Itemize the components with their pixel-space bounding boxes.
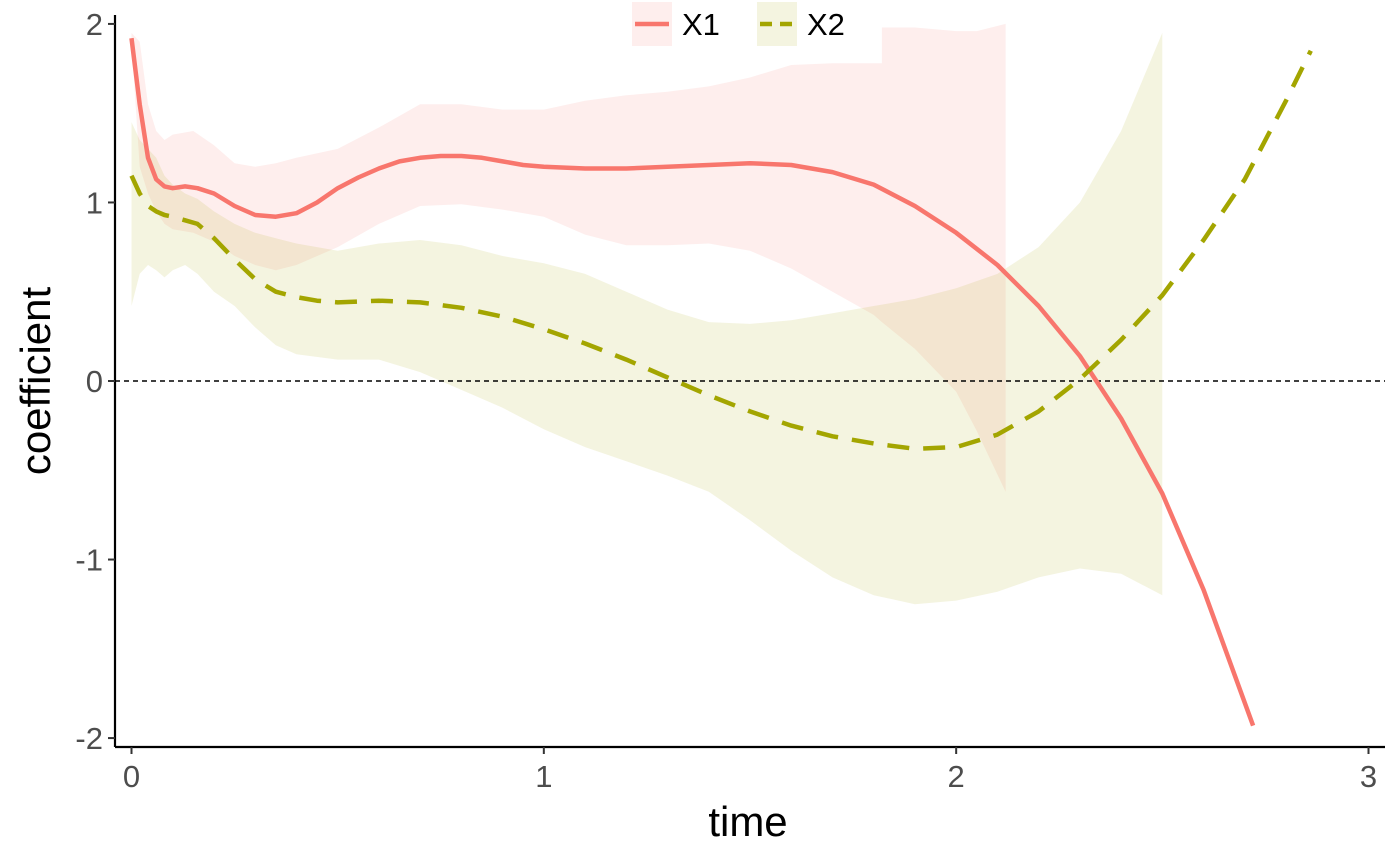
legend-label-x1: X1 — [682, 7, 720, 42]
series-line-x2 — [129, 49, 1313, 452]
series-line-x1 — [129, 37, 1256, 727]
y-tick-label: -2 — [75, 721, 103, 756]
x-axis-title: time — [708, 798, 787, 845]
x-tick-label: 0 — [123, 759, 140, 794]
y-tick-label: 0 — [86, 364, 103, 399]
axes: 0 1 2 3 -2 -1 0 1 2 — [75, 7, 1385, 794]
confidence-band-x2 — [131, 32, 1163, 605]
y-tick-label: 1 — [86, 185, 103, 220]
series-lines — [129, 37, 1313, 727]
confidence-bands — [131, 23, 1163, 605]
x-tick-label: 1 — [535, 759, 552, 794]
y-tick-label: 2 — [86, 7, 103, 42]
y-axis-title: coefficient — [12, 286, 59, 475]
x-tick-label: 2 — [948, 759, 965, 794]
confidence-band-x1 — [131, 23, 1006, 492]
legend: X1 X2 — [632, 2, 845, 46]
x-tick-label: 3 — [1360, 759, 1377, 794]
legend-label-x2: X2 — [807, 7, 845, 42]
y-tick-label: -1 — [75, 543, 103, 578]
